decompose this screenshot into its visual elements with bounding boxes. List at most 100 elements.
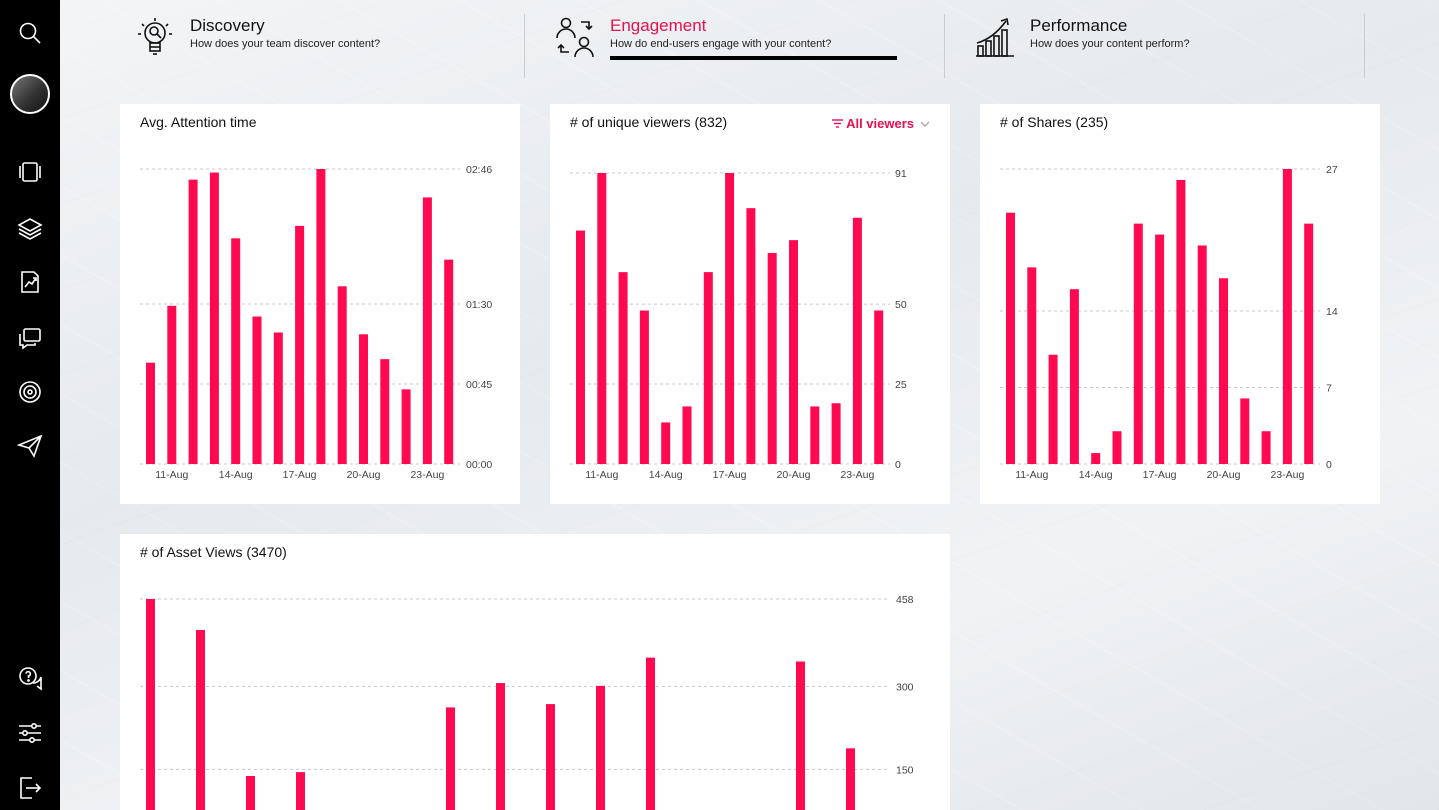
filter-icon — [832, 119, 844, 128]
bar[interactable] — [831, 403, 841, 464]
bar[interactable] — [1282, 169, 1292, 464]
bar[interactable] — [661, 422, 671, 464]
bar[interactable] — [618, 272, 628, 464]
tab-discovery[interactable]: Discovery How does your team discover co… — [120, 14, 525, 78]
bar[interactable] — [196, 629, 205, 810]
send-icon[interactable] — [15, 431, 45, 461]
bar[interactable] — [1304, 223, 1314, 464]
y-tick-label: 25 — [895, 379, 907, 391]
bar[interactable] — [646, 657, 655, 810]
x-tick-label: 14-Aug — [1079, 469, 1113, 481]
search-icon[interactable] — [15, 18, 45, 48]
bar[interactable] — [316, 169, 326, 464]
bar[interactable] — [846, 748, 855, 810]
bar[interactable] — [231, 238, 241, 464]
bar[interactable] — [789, 240, 798, 464]
x-tick-label: 11-Aug — [1015, 469, 1048, 481]
bar[interactable] — [682, 406, 692, 464]
bar[interactable] — [796, 661, 805, 810]
y-tick-label: 27 — [1326, 164, 1338, 176]
bar[interactable] — [1112, 431, 1122, 464]
active-tab-underline — [610, 56, 897, 60]
x-tick-label: 20-Aug — [347, 469, 381, 481]
avatar[interactable] — [10, 74, 50, 114]
bar[interactable] — [703, 272, 713, 464]
bar[interactable] — [874, 310, 884, 464]
bar[interactable] — [273, 332, 283, 464]
chevron-down-icon — [920, 121, 930, 127]
users-exchange-icon — [554, 16, 596, 58]
bar[interactable] — [767, 252, 777, 464]
bar[interactable] — [295, 225, 305, 464]
x-tick-label: 14-Aug — [649, 469, 683, 481]
bar[interactable] — [337, 286, 347, 464]
y-tick-label: 91 — [895, 168, 907, 180]
tab-title: Performance — [1030, 16, 1128, 35]
slides-icon[interactable] — [15, 157, 45, 187]
x-tick-label: 11-Aug — [585, 469, 618, 481]
bar[interactable] — [146, 599, 155, 810]
tab-title: Engagement — [610, 16, 707, 35]
tab-performance[interactable]: Performance How does your content perfor… — [960, 14, 1365, 78]
lightbulb-icon — [134, 16, 176, 58]
bar[interactable] — [246, 775, 255, 810]
shares-chart: 0 7 14 27 11-Aug 14-Aug 17-Aug 20-Aug 23-Aug — [1000, 164, 1338, 481]
unique-viewers-card: # of unique viewers (832) All viewers 0 2… — [550, 104, 950, 504]
viewers-filter-dropdown[interactable]: All viewers — [831, 116, 930, 131]
bar[interactable] — [1176, 179, 1186, 464]
bar[interactable] — [446, 707, 455, 810]
bar[interactable] — [725, 173, 735, 464]
filter-label: All viewers — [846, 116, 914, 131]
asset-views-card: # of Asset Views (3470) 150 300 458 — [120, 534, 950, 810]
attention-time-card: Avg. Attention time 00:00 00:45 01:30 02:46… — [120, 104, 520, 504]
bar[interactable] — [444, 259, 454, 464]
bar[interactable] — [209, 172, 219, 465]
bar[interactable] — [596, 685, 605, 810]
report-icon[interactable] — [15, 267, 45, 297]
bar[interactable] — [1091, 453, 1101, 464]
bar[interactable] — [1155, 234, 1165, 464]
bar[interactable] — [639, 310, 649, 464]
bar[interactable] — [1027, 267, 1037, 464]
attention-time-chart: 00:00 00:45 01:30 02:46 11-Aug 14-Aug 17-Aug 20… — [140, 164, 492, 481]
bar[interactable] — [1219, 278, 1228, 464]
logout-icon[interactable] — [15, 773, 45, 803]
growth-chart-icon — [974, 16, 1016, 58]
settings-sliders-icon[interactable] — [15, 718, 45, 748]
bar[interactable] — [1197, 245, 1207, 464]
bar[interactable] — [188, 179, 198, 464]
x-tick-label: 23-Aug — [410, 469, 444, 481]
bar[interactable] — [1048, 354, 1058, 464]
bar[interactable] — [810, 406, 820, 464]
bar[interactable] — [296, 772, 305, 810]
y-tick-label: 7 — [1326, 383, 1332, 395]
bar[interactable] — [359, 334, 368, 464]
chat-icon[interactable] — [15, 323, 45, 353]
x-tick-label: 14-Aug — [219, 469, 253, 481]
tab-engagement[interactable]: Engagement How do end-users engage with … — [540, 14, 945, 78]
bar[interactable] — [167, 305, 177, 464]
bar[interactable] — [576, 230, 585, 464]
y-tick-label: 01:30 — [466, 299, 492, 311]
x-tick-label: 20-Aug — [777, 469, 811, 481]
bar[interactable] — [1261, 431, 1271, 464]
bar[interactable] — [597, 173, 607, 464]
layers-icon[interactable] — [15, 213, 45, 243]
bar[interactable] — [1069, 289, 1079, 464]
bar[interactable] — [422, 197, 432, 464]
bar[interactable] — [1006, 212, 1015, 464]
help-chat-icon[interactable] — [15, 663, 45, 693]
bar[interactable] — [546, 704, 555, 810]
bar[interactable] — [496, 683, 505, 810]
target-icon[interactable] — [15, 377, 45, 407]
bar[interactable] — [252, 316, 262, 465]
bar[interactable] — [1240, 398, 1250, 464]
bar[interactable] — [746, 208, 756, 464]
bar[interactable] — [401, 389, 411, 464]
bar[interactable] — [380, 359, 390, 464]
bar[interactable] — [146, 362, 155, 464]
bar[interactable] — [1133, 223, 1143, 464]
bar[interactable] — [852, 217, 862, 464]
y-tick-label: 150 — [896, 764, 914, 776]
y-tick-label: 0 — [1326, 459, 1332, 471]
